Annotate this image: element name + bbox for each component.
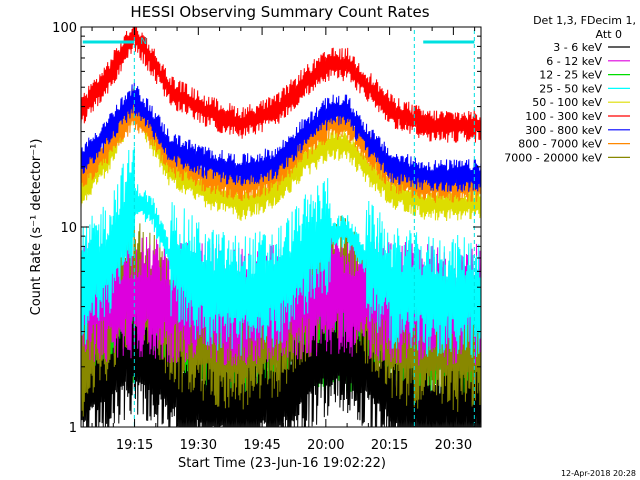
x-tick-label-3: 20:00 bbox=[307, 438, 344, 453]
legend-header-line-2: Att 0 bbox=[596, 28, 622, 41]
x-tick-label-2: 19:45 bbox=[243, 438, 280, 453]
series-line-7 bbox=[80, 96, 482, 203]
legend-label-0: 3 - 6 keV bbox=[553, 41, 602, 54]
legend-label-4: 50 - 100 keV bbox=[532, 96, 602, 109]
y-tick-label-2: 100 bbox=[52, 21, 77, 36]
legend-label-6: 300 - 800 keV bbox=[525, 124, 602, 137]
series-line-0 bbox=[80, 294, 482, 428]
x-tick-label-1: 19:30 bbox=[180, 438, 217, 453]
y-axis-label: Count Rate (s⁻¹ detector⁻¹) bbox=[29, 139, 44, 316]
footer-date: 12-Apr-2018 20:28 bbox=[561, 469, 636, 478]
x-axis-label: Start Time (23-Jun-16 19:02:22) bbox=[178, 456, 386, 471]
y-tick-label-0: 1 bbox=[69, 421, 77, 436]
plot-area: N bbox=[80, 26, 482, 428]
legend-label-8: 7000 - 20000 keV bbox=[504, 151, 602, 164]
legend-label-2: 12 - 25 keV bbox=[539, 69, 602, 82]
x-tick-label-0: 19:15 bbox=[116, 438, 153, 453]
legend-label-3: 25 - 50 keV bbox=[539, 82, 602, 95]
flag-label: N bbox=[140, 37, 147, 47]
series-line-6 bbox=[80, 82, 482, 192]
x-tick-label-5: 20:30 bbox=[435, 438, 472, 453]
axes: 1 10 100 19:15 19:30 19:45 20:00 20:15 20:30 bbox=[52, 21, 481, 453]
chart-title: HESSI Observing Summary Count Rates bbox=[130, 3, 429, 21]
legend-label-5: 100 - 300 keV bbox=[525, 110, 602, 123]
series-line-3 bbox=[80, 146, 482, 358]
legend-header-line-1: Det 1,3, FDecim 1, bbox=[533, 14, 636, 27]
series-line-1 bbox=[80, 234, 482, 366]
legend-label-1: 6 - 12 keV bbox=[546, 55, 602, 68]
legend-label-7: 800 - 7000 keV bbox=[518, 138, 602, 151]
x-tick-label-4: 20:15 bbox=[371, 438, 408, 453]
y-tick-label-1: 10 bbox=[60, 221, 77, 236]
